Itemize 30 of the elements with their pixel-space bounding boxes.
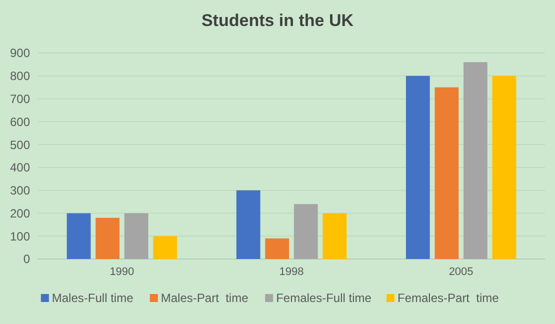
bar (434, 87, 459, 259)
y-tick-label: 700 (10, 92, 30, 106)
bar (294, 204, 318, 259)
legend-label: Males-Full time (52, 291, 134, 305)
bar (492, 76, 516, 259)
bar (96, 218, 120, 259)
bar (66, 213, 91, 259)
x-tick-label: 1990 (110, 266, 134, 278)
legend-label: Males-Part time (160, 291, 249, 305)
y-tick-label: 0 (23, 252, 30, 266)
bar (265, 238, 290, 259)
legend-label: Females-Full time (276, 291, 372, 305)
y-tick-label: 500 (10, 138, 30, 152)
bar (124, 213, 148, 259)
y-tick-label: 800 (10, 69, 30, 84)
bar (153, 236, 178, 259)
y-tick-label: 400 (10, 160, 30, 175)
y-tick-label: 300 (10, 184, 30, 198)
y-tick-label: 200 (10, 206, 30, 220)
legend-label: Females-Part time (398, 291, 500, 305)
y-tick-label: 100 (10, 229, 30, 244)
y-tick-label: 600 (10, 114, 30, 129)
bar (322, 213, 347, 259)
x-tick-label: 1998 (279, 266, 304, 278)
bar (464, 62, 488, 259)
chart-title: Students in the UK (201, 11, 354, 30)
bar (236, 190, 260, 259)
x-tick-label: 2005 (448, 266, 474, 278)
bar (406, 76, 430, 259)
y-tick-label: 900 (10, 46, 30, 60)
